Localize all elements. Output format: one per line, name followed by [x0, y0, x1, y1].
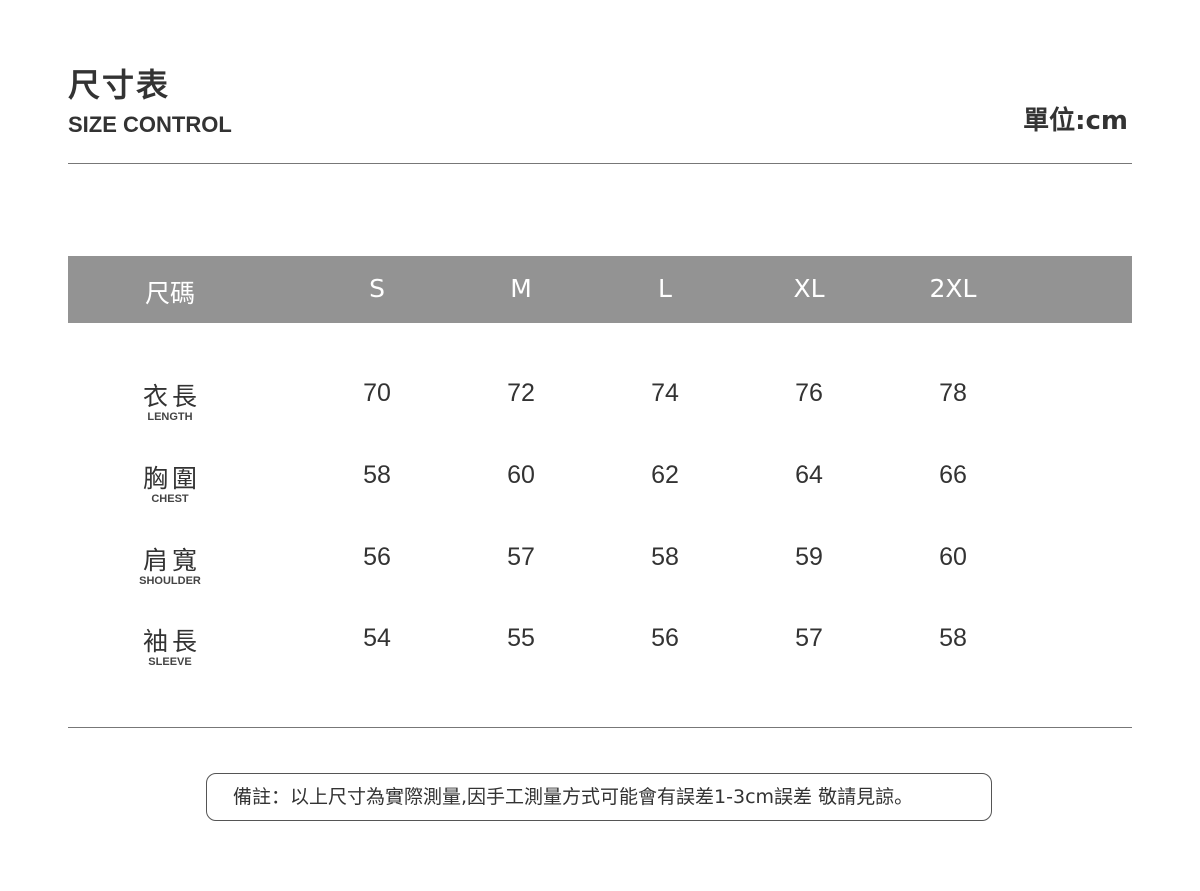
table-cell: 55: [507, 624, 535, 652]
row-sublabel: LENGTH: [147, 411, 193, 423]
size-header-xl: XL: [793, 274, 825, 303]
table-cell: 74: [651, 379, 679, 407]
size-header-l: L: [658, 274, 672, 303]
table-cell: 54: [363, 624, 391, 652]
size-header-2xl: 2XL: [929, 274, 977, 303]
note-box: 備註：以上尺寸為實際測量,因手工測量方式可能會有誤差1-3cm誤差 敬請見諒。: [206, 773, 992, 821]
page-title: 尺寸表: [68, 66, 171, 104]
table-cell: 64: [795, 461, 823, 489]
row-sublabel: CHEST: [151, 493, 189, 505]
row-sublabel: SLEEVE: [148, 656, 192, 668]
bottom-divider: [68, 727, 1132, 728]
table-cell: 60: [507, 461, 535, 489]
row-sublabel: SHOULDER: [139, 575, 201, 587]
table-cell: 58: [363, 461, 391, 489]
unit-label: 單位:cm: [1023, 106, 1128, 136]
row-label: 袖長: [142, 627, 201, 656]
table-cell: 59: [795, 543, 823, 571]
row-label: 衣長: [142, 382, 201, 411]
table-cell: 66: [939, 461, 967, 489]
table-cell: 58: [939, 624, 967, 652]
table-cell: 76: [795, 379, 823, 407]
table-cell: 62: [651, 461, 679, 489]
table-cell: 57: [795, 624, 823, 652]
top-divider: [68, 163, 1132, 164]
table-cell: 72: [507, 379, 535, 407]
table-cell: 58: [651, 543, 679, 571]
table-cell: 57: [507, 543, 535, 571]
page-subtitle: SIZE CONTROL: [68, 112, 232, 137]
table-cell: 60: [939, 543, 967, 571]
table-cell: 70: [363, 379, 391, 407]
table-header: [68, 256, 1132, 323]
size-header-m: M: [510, 274, 532, 303]
header-label: 尺碼: [144, 279, 195, 308]
row-label: 肩寬: [142, 546, 201, 575]
row-label: 胸圍: [142, 464, 201, 493]
table-cell: 78: [939, 379, 967, 407]
table-cell: 56: [651, 624, 679, 652]
table-cell: 56: [363, 543, 391, 571]
size-header-s: S: [369, 274, 385, 303]
